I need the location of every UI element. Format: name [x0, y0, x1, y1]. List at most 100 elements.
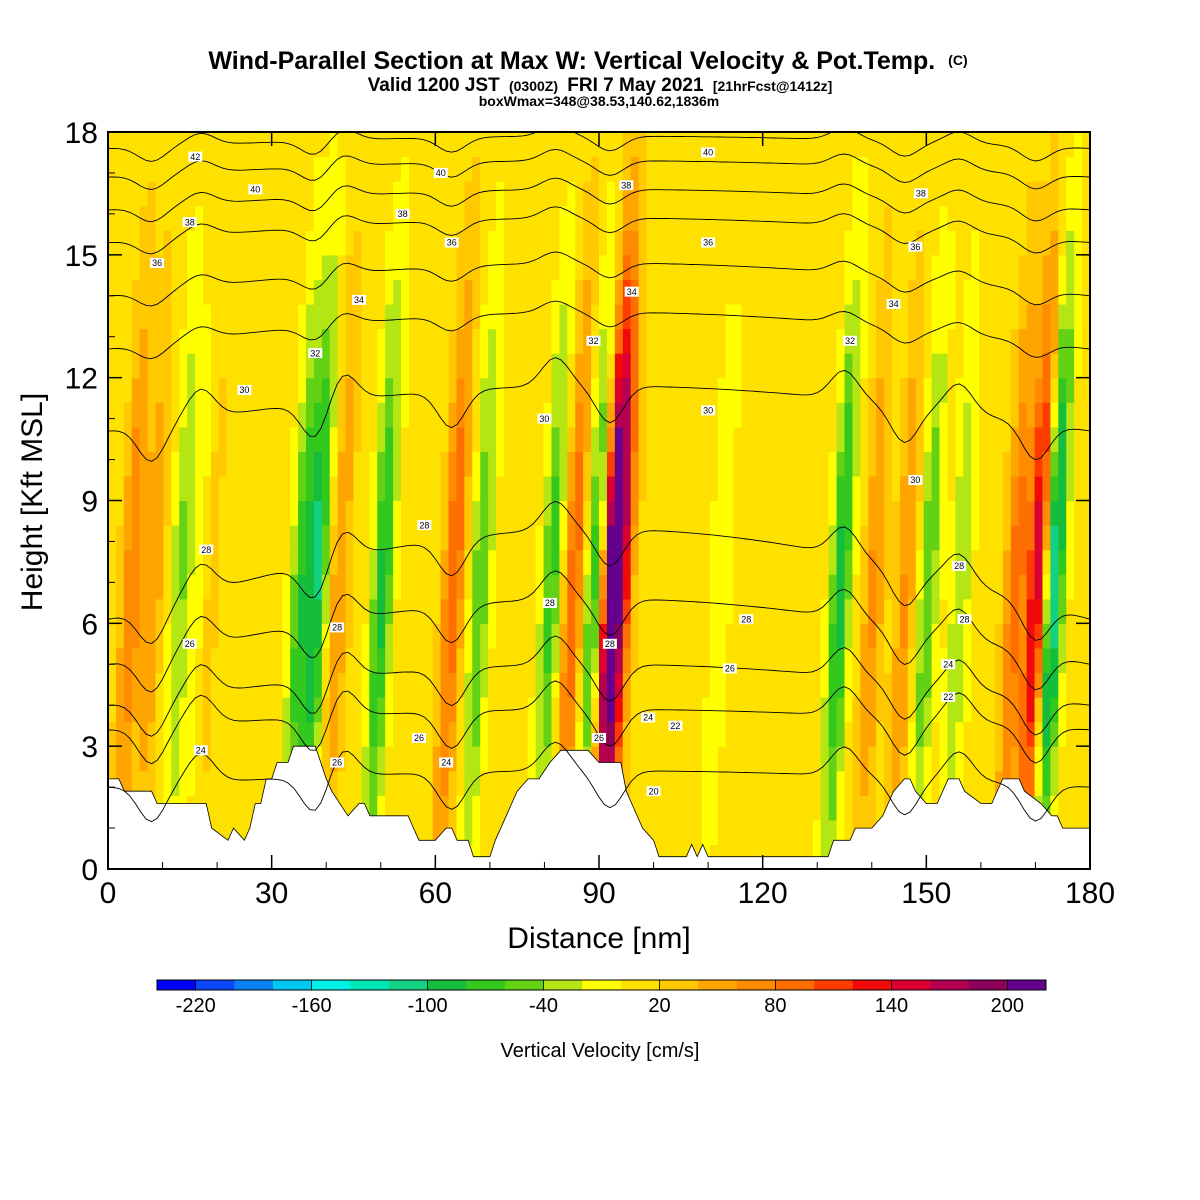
velocity-cell: [749, 525, 758, 551]
velocity-cell: [218, 181, 228, 207]
velocity-cell: [503, 353, 513, 379]
velocity-cell: [796, 598, 806, 624]
velocity-cell: [773, 402, 782, 428]
velocity-cell: [1042, 475, 1051, 502]
velocity-cell: [583, 254, 592, 280]
velocity-cell: [218, 598, 228, 624]
velocity-cell: [717, 721, 727, 747]
velocity-cell: [939, 426, 949, 452]
velocity-cell: [115, 721, 125, 747]
velocity-cell: [1002, 746, 1012, 772]
velocity-cell: [131, 623, 141, 649]
velocity-cell: [971, 574, 980, 600]
velocity-cell: [337, 353, 347, 379]
velocity-cell: [868, 721, 877, 747]
velocity-cell: [353, 770, 363, 796]
velocity-cell: [757, 623, 766, 649]
velocity-cell: [662, 279, 671, 305]
velocity-cell: [741, 697, 751, 723]
velocity-cell: [377, 132, 386, 158]
velocity-cell: [599, 574, 608, 600]
velocity-cell: [899, 377, 909, 403]
velocity-cell: [123, 770, 133, 796]
velocity-cell: [583, 451, 592, 477]
velocity-cell: [583, 279, 592, 305]
velocity-cell: [638, 303, 648, 330]
velocity-cell: [907, 721, 917, 747]
velocity-cell: [108, 647, 117, 674]
velocity-cell: [115, 623, 125, 649]
velocity-cell: [955, 254, 964, 280]
velocity-cell: [923, 525, 933, 551]
velocity-cell: [757, 279, 766, 305]
velocity-cell: [1066, 697, 1075, 723]
velocity-cell: [670, 549, 679, 575]
y-tick-label: 12: [65, 363, 98, 396]
velocity-cell: [884, 647, 893, 674]
velocity-cell: [836, 156, 846, 182]
velocity-cell: [313, 721, 323, 747]
contour-label-bg: [886, 299, 901, 309]
velocity-cell: [1066, 525, 1075, 551]
velocity-cell: [123, 623, 133, 649]
velocity-cell: [646, 328, 656, 354]
velocity-cell: [472, 795, 481, 821]
velocity-cell: [804, 230, 814, 256]
velocity-cell: [401, 377, 410, 403]
contour-label: 26: [414, 733, 424, 743]
velocity-cell: [242, 795, 252, 821]
velocity-cell: [606, 549, 616, 575]
velocity-cell: [884, 598, 893, 624]
velocity-cell: [606, 451, 616, 477]
velocity-cell: [907, 525, 917, 551]
velocity-cell: [448, 254, 458, 280]
velocity-cell: [147, 746, 157, 772]
theta-contour: [108, 357, 1090, 462]
contour-label: 36: [447, 238, 457, 248]
velocity-cell: [1066, 230, 1075, 256]
velocity-cell: [440, 402, 450, 428]
velocity-cell: [844, 279, 854, 305]
velocity-cell: [488, 795, 497, 821]
velocity-cell: [551, 402, 560, 428]
velocity-cell: [987, 279, 996, 305]
contour-label-bg: [641, 712, 656, 723]
velocity-cell: [448, 795, 458, 821]
velocity-cell: [599, 500, 608, 526]
velocity-cell: [290, 132, 299, 158]
velocity-cell: [1042, 598, 1051, 624]
velocity-cell: [1074, 254, 1083, 280]
velocity-cell: [1050, 451, 1059, 477]
velocity-cell: [757, 303, 766, 330]
velocity-cell: [290, 205, 299, 231]
velocity-cell: [559, 377, 568, 403]
contour-label-bg: [941, 692, 956, 702]
velocity-cell: [622, 377, 632, 403]
contour-label-bg: [199, 544, 214, 555]
velocity-cell: [709, 475, 719, 502]
velocity-cell: [503, 475, 513, 502]
colorbar-swatch: [852, 980, 892, 990]
velocity-cell: [701, 672, 711, 698]
velocity-cell: [313, 205, 323, 231]
velocity-cell: [796, 475, 806, 502]
velocity-cell: [868, 181, 877, 207]
velocity-cell: [781, 819, 790, 846]
velocity-cell: [836, 279, 846, 305]
velocity-cell: [654, 377, 663, 403]
velocity-cell: [187, 230, 196, 256]
velocity-cell: [1026, 328, 1036, 354]
velocity-cell: [369, 205, 378, 231]
velocity-cell: [488, 451, 497, 477]
contour-label-bg: [913, 188, 928, 199]
velocity-cell: [393, 377, 402, 403]
velocity-cell: [274, 721, 283, 747]
velocity-cell: [963, 697, 972, 723]
velocity-cell: [210, 181, 220, 207]
velocity-cell: [765, 426, 774, 452]
velocity-cell: [1034, 230, 1044, 256]
velocity-cell: [892, 697, 901, 723]
velocity-cell: [773, 574, 782, 600]
velocity-cell: [115, 426, 125, 452]
velocity-cell: [147, 451, 157, 477]
